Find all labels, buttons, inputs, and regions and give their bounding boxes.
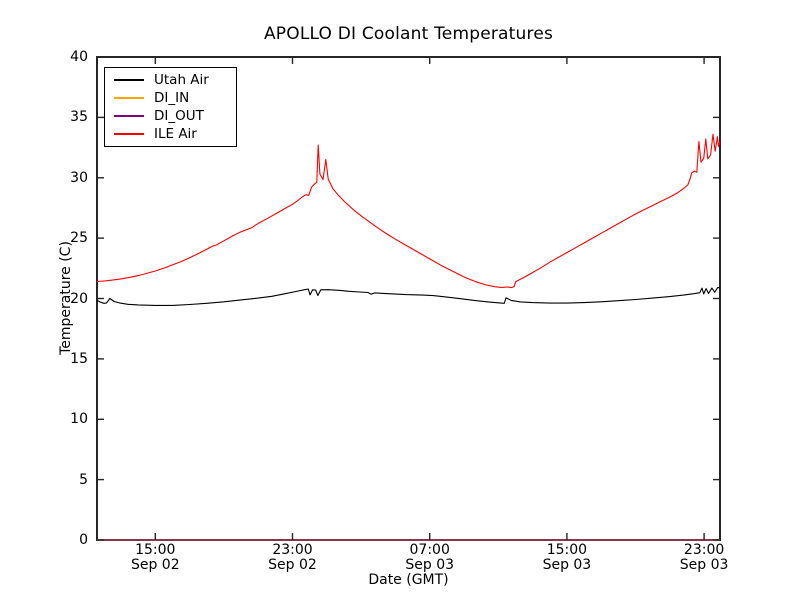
- legend-item: ILE Air: [114, 127, 226, 141]
- legend-label: ILE Air: [154, 126, 197, 142]
- legend-label: DI_OUT: [154, 108, 204, 124]
- series-line-ile-air: [96, 133, 721, 289]
- y-tick-label: 10: [70, 411, 88, 428]
- y-tick-label: 15: [70, 350, 88, 367]
- legend-label: DI_IN: [154, 90, 190, 106]
- x-axis-label: Date (GMT): [368, 572, 449, 588]
- x-tick-date: Sep 02: [130, 557, 180, 573]
- chart-title: APOLLO DI Coolant Temperatures: [263, 24, 554, 44]
- series-line-utah-air: [96, 286, 721, 306]
- x-tick-date: Sep 03: [679, 557, 729, 573]
- x-tick-date: Sep 02: [268, 557, 317, 573]
- x-tick-time: 23:00: [683, 542, 725, 558]
- legend-item: DI_IN: [114, 91, 226, 105]
- y-tick-label: 35: [70, 109, 88, 126]
- x-tick-time: 07:00: [409, 542, 450, 558]
- y-tick-label: 5: [79, 471, 88, 488]
- y-tick-label: 20: [70, 290, 88, 307]
- legend-label: Utah Air: [154, 72, 209, 88]
- x-tick-label: 15:00 Sep 02: [131, 543, 180, 573]
- x-tick-date: Sep 03: [542, 557, 592, 573]
- legend-line-swatch: [114, 133, 144, 135]
- x-tick-date: Sep 03: [405, 557, 455, 573]
- legend: Utah Air DI_IN DI_OUT ILE Air: [104, 67, 237, 147]
- x-tick-label: 15:00 Sep 03: [543, 543, 592, 573]
- legend-line-swatch: [114, 79, 144, 81]
- y-tick-label: 25: [70, 230, 88, 247]
- x-tick-label: 07:00 Sep 03: [405, 543, 454, 573]
- y-tick-label: 30: [70, 169, 88, 186]
- x-tick-label: 23:00 Sep 03: [680, 543, 729, 573]
- x-tick-time: 23:00: [272, 542, 313, 558]
- y-tick-label: 0: [79, 532, 88, 548]
- y-tick-label: 40: [70, 49, 88, 65]
- x-tick-time: 15:00: [135, 542, 176, 558]
- legend-item: DI_OUT: [114, 109, 226, 123]
- legend-line-swatch: [114, 97, 144, 99]
- legend-item: Utah Air: [114, 73, 226, 87]
- legend-line-swatch: [114, 115, 144, 117]
- x-tick-label: 23:00 Sep 02: [268, 543, 317, 573]
- x-tick-time: 15:00: [546, 542, 588, 558]
